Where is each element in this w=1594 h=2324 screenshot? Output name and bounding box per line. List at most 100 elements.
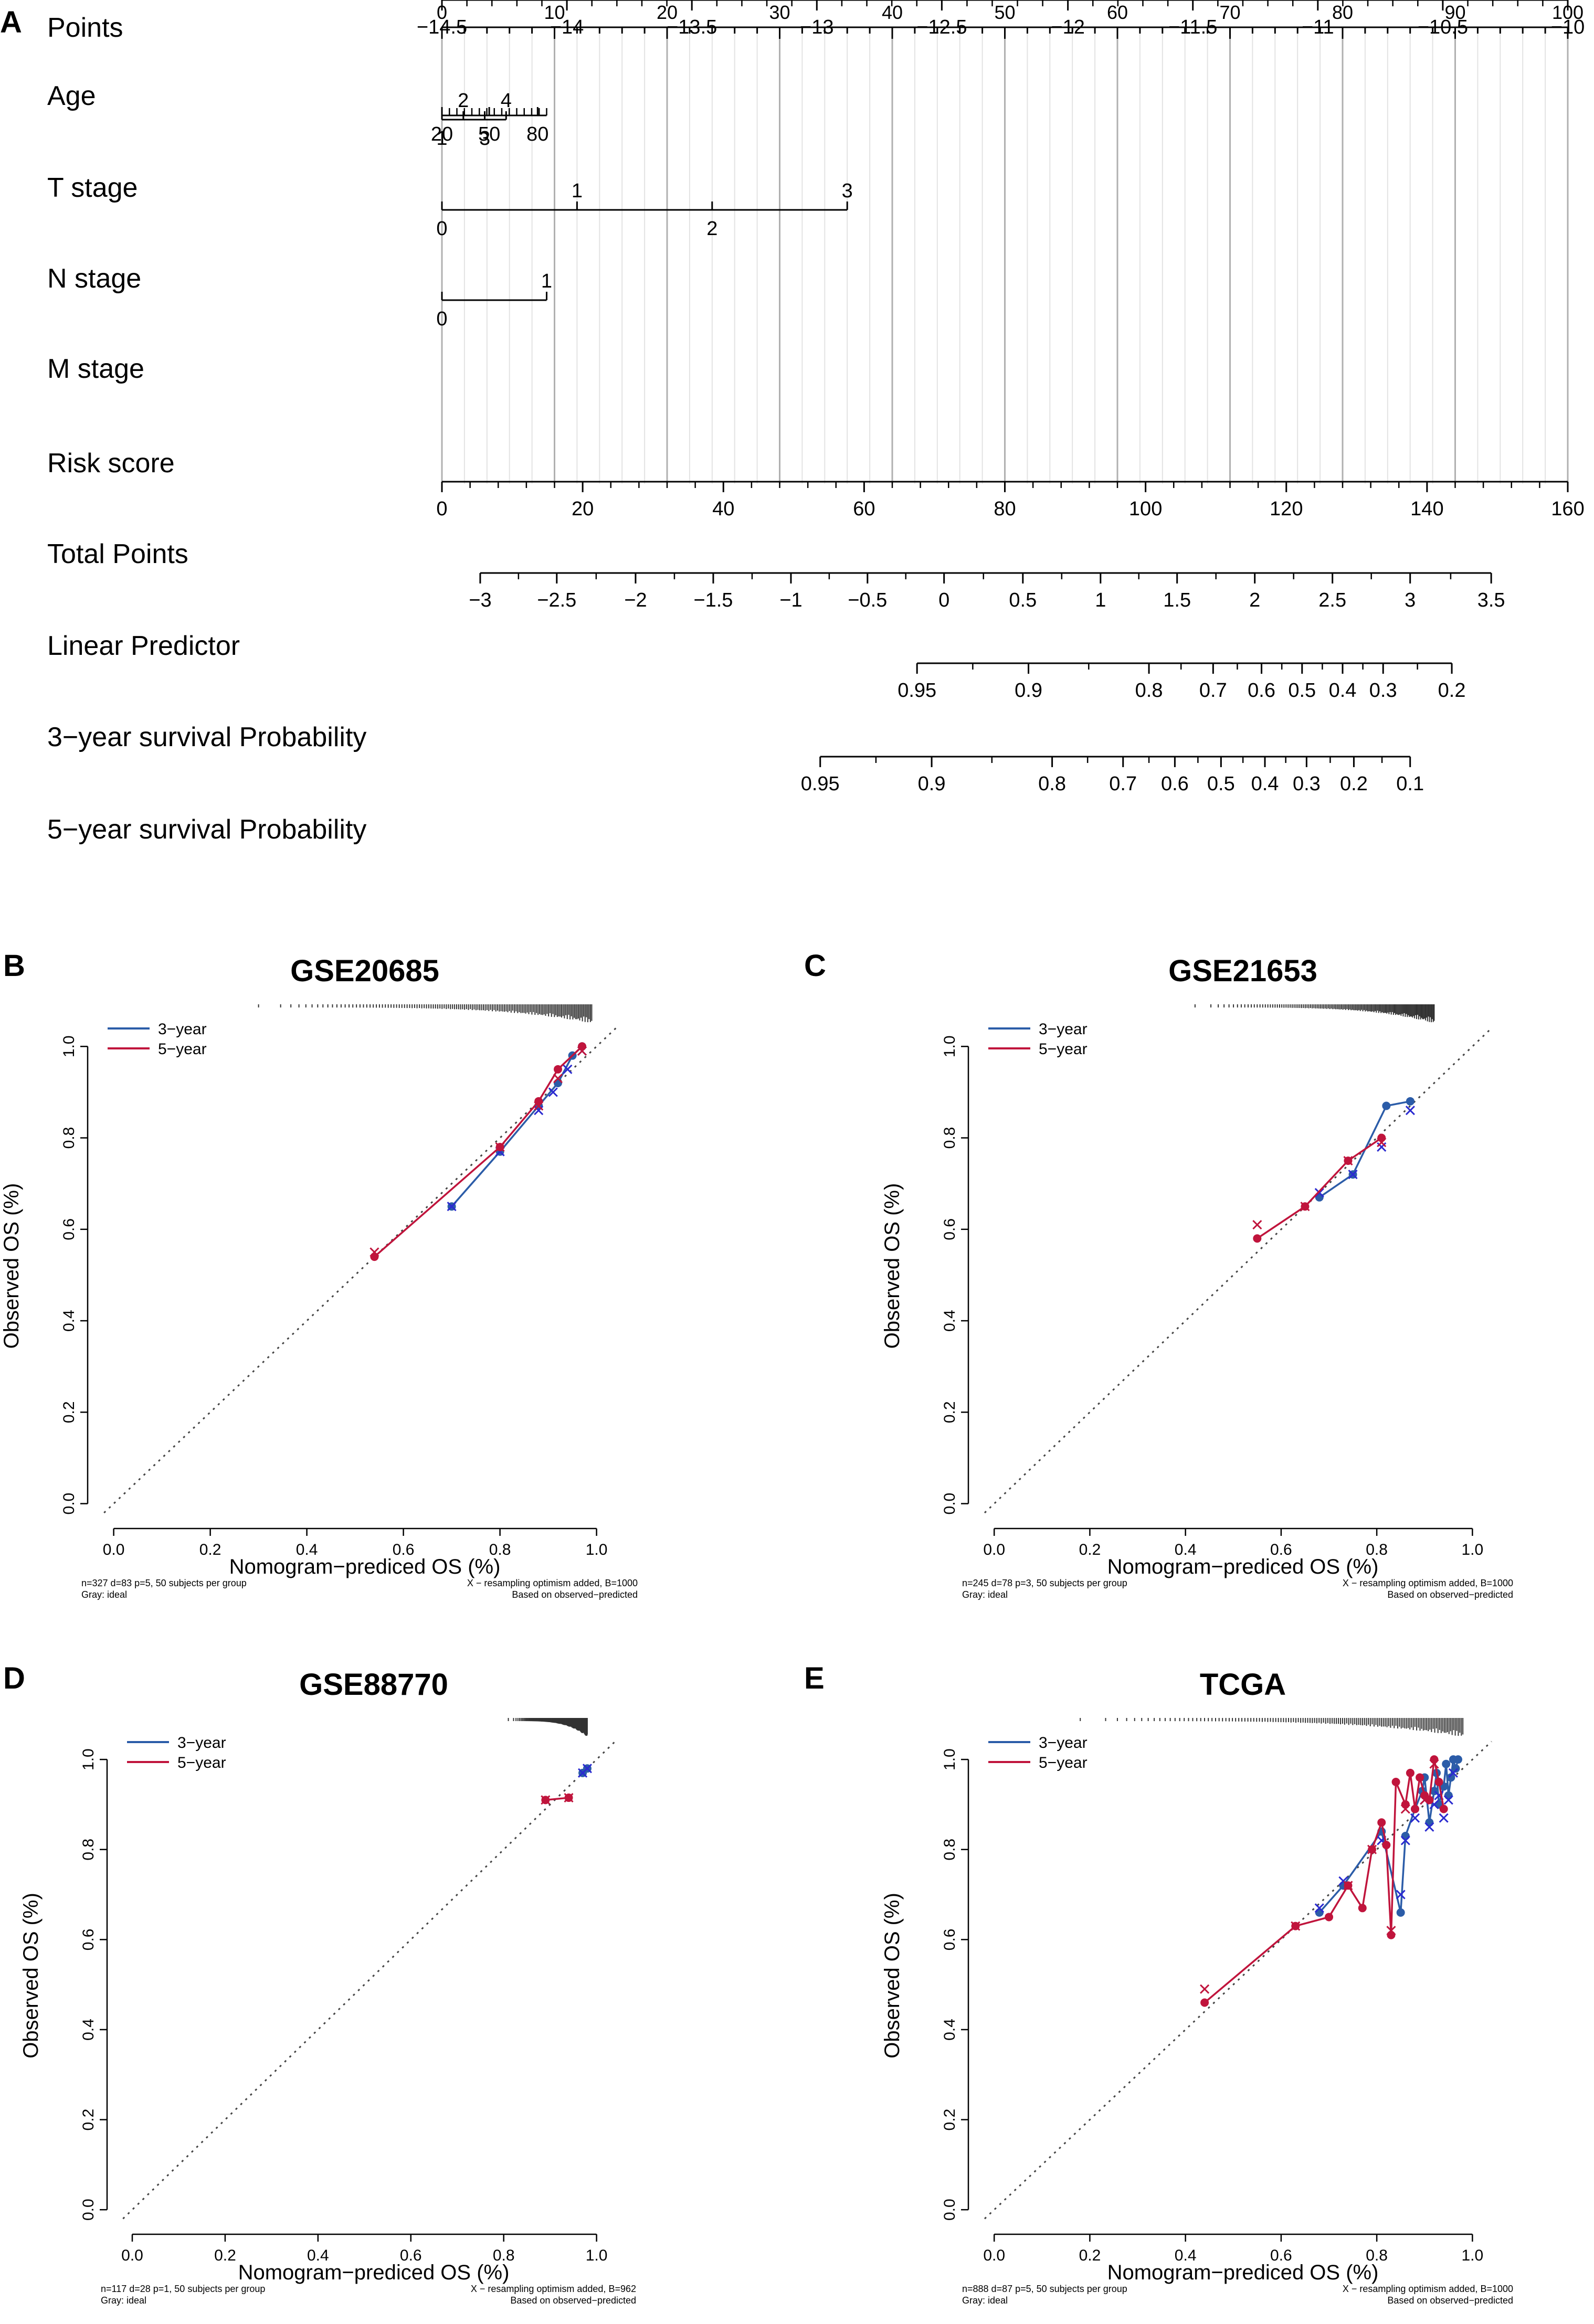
- footer-right-line: X − resampling optimism added, B=1000: [1343, 2284, 1513, 2294]
- corrected-point: [564, 1792, 574, 1803]
- axis-tick-label: 0.2: [1340, 773, 1368, 795]
- footer-right-line: Based on observed−predicted: [1387, 1589, 1513, 1600]
- corrected-point: [1367, 1844, 1377, 1854]
- footer-right-line: X − resampling optimism added, B=1000: [1343, 1578, 1513, 1588]
- y-axis-label: Observed OS (%): [0, 1183, 23, 1349]
- corrected-point: [1252, 1220, 1262, 1230]
- x-tick-label: 0.4: [1175, 1541, 1197, 1558]
- corrected-point: [1343, 1881, 1353, 1891]
- corrected-point: [1386, 1926, 1396, 1936]
- y-tick-label: 0.6: [941, 1928, 958, 1950]
- corrected-point: [541, 1795, 551, 1805]
- axis-tick-label: 160: [1551, 498, 1584, 520]
- axis-tick-label: 2: [1249, 589, 1260, 611]
- corrected-point: [1200, 1984, 1210, 1994]
- nomogram-row-label: Risk score: [47, 448, 175, 479]
- x-tick-label: 0.0: [103, 1541, 125, 1558]
- series-point: [1382, 1841, 1391, 1850]
- nomogram-row-label: T stage: [47, 173, 138, 203]
- y-tick-label: 0.2: [60, 1401, 78, 1423]
- points-tick-label: 70: [1219, 2, 1240, 23]
- corrected-point: [1448, 1768, 1458, 1778]
- axis-tick-label: −10: [1551, 16, 1585, 38]
- x-tick-label: 0.2: [214, 2247, 236, 2264]
- points-tick-label: 90: [1444, 2, 1465, 23]
- series-point: [1451, 1764, 1460, 1773]
- corrected-point: [1343, 1156, 1353, 1166]
- series-line: [374, 1045, 583, 1258]
- corrected-point: [1420, 1795, 1430, 1805]
- legend-label: 3−year: [1039, 1734, 1088, 1752]
- y-tick-label: 0.2: [941, 1401, 958, 1423]
- axis-tick-label: 0.8: [1135, 680, 1163, 702]
- y-tick-label: 1.0: [941, 1035, 958, 1057]
- series-point: [1382, 1101, 1391, 1110]
- footer-left-line: n=245 d=78 p=3, 50 subjects per group: [962, 1578, 1127, 1588]
- footer-left-line: Gray: ideal: [81, 1589, 127, 1600]
- series-point: [1442, 1759, 1451, 1768]
- axis-tick-label: 20: [572, 498, 594, 520]
- x-axis-label: Nomogram−prediced OS (%): [1107, 1555, 1379, 1578]
- x-tick-label: 0.0: [983, 1541, 1005, 1558]
- calibration-plot-gse20685: GSE20685 0.0 0.0 0.2 0.2 0.4 0.4 0.6 0.6 0.8 0.8 1.…: [0, 954, 638, 1600]
- series-point: [1444, 1791, 1453, 1800]
- y-tick-label: 0.2: [80, 2109, 97, 2131]
- nomogram-row-label: Linear Predictor: [47, 631, 240, 661]
- y-tick-label: 1.0: [60, 1035, 78, 1057]
- series-point: [1253, 1234, 1262, 1243]
- variable-tick-label: 50: [478, 123, 500, 145]
- axis-tick-label: 0.95: [801, 773, 840, 795]
- legend-label: 3−year: [158, 1021, 207, 1038]
- series-point: [1391, 1778, 1400, 1787]
- variable-tick-label: 0: [436, 308, 447, 330]
- y-tick-label: 0.4: [80, 2019, 97, 2041]
- x-tick-label: 1.0: [1461, 2247, 1483, 2264]
- points-tick-label: 10: [544, 2, 565, 23]
- footer-left-line: Gray: ideal: [101, 2295, 146, 2306]
- y-tick-label: 0.8: [80, 1839, 97, 1861]
- legend-label: 3−year: [177, 1734, 226, 1752]
- series-point: [1358, 1904, 1367, 1913]
- footer-right-line: X − resampling optimism added, B=1000: [467, 1578, 638, 1588]
- x-tick-label: 0.6: [400, 2247, 422, 2264]
- axis-tick-label: 0.4: [1251, 773, 1279, 795]
- footer-right-line: Based on observed−predicted: [510, 2295, 636, 2306]
- corrected-point: [553, 1074, 563, 1084]
- x-tick-label: 1.0: [1461, 1541, 1483, 1558]
- x-tick-label: 0.6: [1270, 1541, 1292, 1558]
- axis-tick-label: 140: [1410, 498, 1443, 520]
- axis-tick-label: 0.5: [1288, 680, 1316, 702]
- corrected-point: [1377, 1142, 1387, 1152]
- axis-tick-label: 100: [1129, 498, 1162, 520]
- footer-left-line: n=117 d=28 p=1, 50 subjects per group: [101, 2284, 265, 2294]
- axis-tick-label: 60: [853, 498, 875, 520]
- axis-tick-label: 0.5: [1207, 773, 1235, 795]
- x-axis-label: Nomogram−prediced OS (%): [229, 1555, 501, 1578]
- y-tick-label: 0.6: [941, 1218, 958, 1240]
- corrected-point: [1410, 1813, 1420, 1823]
- corrected-point: [1291, 1921, 1301, 1931]
- series-point: [534, 1097, 543, 1106]
- corrected-point: [1424, 1822, 1434, 1832]
- ideal-line: [103, 1027, 617, 1514]
- axis-tick-label: 0.9: [918, 773, 946, 795]
- nomogram-row-label: 5−year survival Probability: [47, 814, 366, 845]
- y-tick-label: 1.0: [941, 1748, 958, 1770]
- nomogram-row-label: N stage: [47, 263, 141, 294]
- axis-tick-label: 0.4: [1329, 680, 1357, 702]
- calibration-plot-gse88770: GSE88770 0.0 0.0 0.2 0.2 0.4 0.4 0.6 0.6 0.8 0.8 1.…: [19, 1668, 636, 2306]
- x-tick-label: 0.2: [1079, 1541, 1101, 1558]
- legend-label: 5−year: [177, 1754, 226, 1771]
- x-tick-label: 0.8: [1366, 1541, 1388, 1558]
- y-axis-label: Observed OS (%): [19, 1893, 43, 2058]
- corrected-point: [1439, 1813, 1449, 1823]
- series-point: [1377, 1133, 1386, 1142]
- footer-right-line: Based on observed−predicted: [512, 1589, 638, 1600]
- x-axis-label: Nomogram−prediced OS (%): [1107, 2261, 1379, 2284]
- corrected-point: [582, 1764, 592, 1774]
- variable-tick-label: 1: [541, 270, 552, 292]
- series-point: [554, 1065, 562, 1074]
- footer-left-line: n=327 d=83 p=5, 50 subjects per group: [81, 1578, 247, 1588]
- corrected-point: [370, 1247, 379, 1257]
- y-tick-label: 0.4: [941, 2019, 958, 2041]
